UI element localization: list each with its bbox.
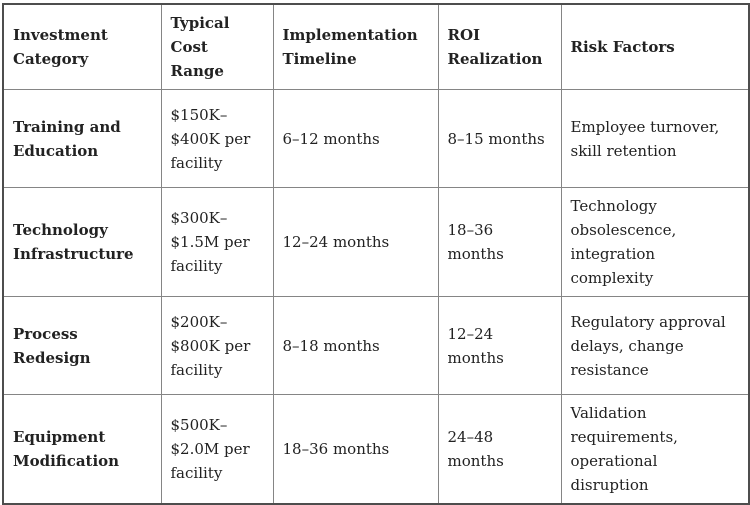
cell-timeline: 12–24 months [272, 187, 439, 297]
cell-cost-range: $500K–$2.0M per facility [160, 394, 274, 505]
cell-timeline: 18–36 months [272, 394, 439, 505]
column-header-risk-factors: Risk Factors [560, 3, 750, 90]
cell-roi: 18–36 months [437, 187, 562, 297]
cell-risk-factors: Technology obsolescence, integration com… [560, 187, 750, 297]
table-row-technology-infrastructure: Technology Infrastructure $300K–$1.5M pe… [2, 187, 750, 297]
cell-roi: 8–15 months [437, 89, 562, 188]
cell-timeline: 6–12 months [272, 89, 439, 188]
column-header-implementation-timeline: Implementation Timeline [272, 3, 439, 90]
cell-risk-factors: Validation requirements, operational dis… [560, 394, 750, 505]
cell-category: Training and Education [2, 89, 162, 188]
investment-comparison-table: Investment Category Typical Cost Range I… [2, 3, 750, 505]
cell-cost-range: $200K–$800K per facility [160, 296, 274, 395]
cell-roi: 12–24 months [437, 296, 562, 395]
header-row: Investment Category Typical Cost Range I… [2, 3, 750, 90]
table-row-equipment-modification: Equipment Modification $500K–$2.0M per f… [2, 394, 750, 505]
cell-category: Process Redesign [2, 296, 162, 395]
cell-roi: 24–48 months [437, 394, 562, 505]
table-row-training-and-education: Training and Education $150K–$400K per f… [2, 89, 750, 188]
cell-risk-factors: Employee turnover, skill retention [560, 89, 750, 188]
column-header-investment-category: Investment Category [2, 3, 162, 90]
cell-risk-factors: Regulatory approval delays, change resis… [560, 296, 750, 395]
column-header-roi-realization: ROI Realization [437, 3, 562, 90]
column-header-typical-cost-range: Typical Cost Range [160, 3, 274, 90]
table-row-process-redesign: Process Redesign $200K–$800K per facilit… [2, 296, 750, 395]
cell-category: Equipment Modification [2, 394, 162, 505]
cell-cost-range: $300K–$1.5M per facility [160, 187, 274, 297]
cell-category: Technology Infrastructure [2, 187, 162, 297]
cell-timeline: 8–18 months [272, 296, 439, 395]
cell-cost-range: $150K–$400K per facility [160, 89, 274, 188]
